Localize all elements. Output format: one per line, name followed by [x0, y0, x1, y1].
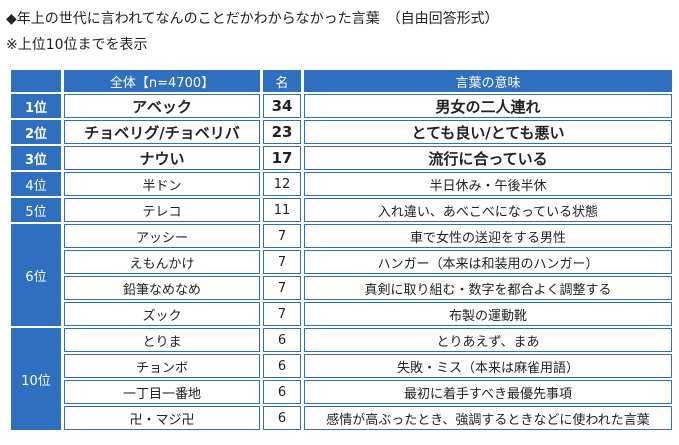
table-row: えもんかけ 7 ハンガー（本来は和装用のハンガー） [11, 250, 672, 274]
meaning-cell: 入れ違い、あべこべになっている状態 [304, 198, 672, 222]
word-cell: ズック [64, 302, 260, 326]
table-body: 1位 アベック 34 男女の二人連れ 2位 チョベリグ/チョベリバ 23 とても良い/とても悪… [11, 94, 672, 430]
rank-cell: 10位 [11, 328, 61, 430]
meaning-cell: とりあえず、まあ [304, 328, 672, 352]
meaning-cell: 感情が高ぶったとき、強調するときなどに使われた言葉 [304, 406, 672, 430]
meaning-cell: 男女の二人連れ [304, 94, 672, 118]
count-cell: 6 [263, 406, 301, 430]
count-cell: 12 [263, 172, 301, 196]
table-row: ズック 7 布製の運動靴 [11, 302, 672, 326]
rank-cell: 4位 [11, 172, 61, 196]
count-cell: 11 [263, 198, 301, 222]
word-cell: テレコ [64, 198, 260, 222]
count-cell: 6 [263, 354, 301, 378]
table-row: 鉛筆なめなめ 7 真剣に取り組む・数字を都合よく調整する [11, 276, 672, 300]
count-cell: 7 [263, 250, 301, 274]
note: ※上位10位までを表示 [6, 37, 148, 53]
word-cell: アベック [64, 94, 260, 118]
count-cell: 17 [263, 146, 301, 170]
rank-cell: 1位 [11, 94, 61, 118]
header-cell: 名 [263, 70, 301, 92]
table-row: 6位 アッシー 7 車で女性の送迎をする男性 [11, 224, 672, 326]
word-cell: ナウい [64, 146, 260, 170]
meaning-cell: 半日休み・午後半休 [304, 172, 672, 196]
count-cell: 6 [263, 328, 301, 352]
header-row: 全体【n=4700】 名 言葉の意味 [11, 70, 672, 92]
word-cell: とりま [64, 328, 260, 352]
meaning-cell: とても良い/とても悪い [304, 120, 672, 144]
header-cell [11, 70, 61, 92]
meaning-cell: 真剣に取り組む・数字を都合よく調整する [304, 276, 672, 300]
table-row: 卍・マジ卍 6 感情が高ぶったとき、強調するときなどに使われた言葉 [11, 406, 672, 430]
count-cell: 23 [263, 120, 301, 144]
table-row: 10位 とりま 6 とりあえず、まあ [11, 328, 672, 430]
table-row: 一丁目一番地 6 最初に着手すべき最優先事項 [11, 380, 672, 404]
word-cell: 一丁目一番地 [64, 380, 260, 404]
count-cell: 6 [263, 380, 301, 404]
table-row: チョンボ 6 失敗・ミス（本来は麻雀用語） [11, 354, 672, 378]
table-row: 5位 テレコ 11 入れ違い、あべこべになっている状態 [11, 198, 672, 222]
rank-cell: 2位 [11, 120, 61, 144]
rank-cell: 6位 [11, 224, 61, 326]
table-row: 4位 半ドン 12 半日休み・午後半休 [11, 172, 672, 196]
word-cell: 鉛筆なめなめ [64, 276, 260, 300]
table-row: 2位 チョベリグ/チョベリバ 23 とても良い/とても悪い [11, 120, 672, 144]
meaning-cell: 車で女性の送迎をする男性 [304, 224, 672, 248]
word-cell: 卍・マジ卍 [64, 406, 260, 430]
word-cell: アッシー [64, 224, 260, 248]
count-cell: 7 [263, 224, 301, 248]
meaning-cell: ハンガー（本来は和装用のハンガー） [304, 250, 672, 274]
count-cell: 34 [263, 94, 301, 118]
word-cell: えもんかけ [64, 250, 260, 274]
table-row: 3位 ナウい 17 流行に合っている [11, 146, 672, 170]
ranking-table: 全体【n=4700】 名 言葉の意味 1位 アベック 34 男女の二人連れ 2位 チョベリ… [8, 68, 675, 432]
count-cell: 7 [263, 276, 301, 300]
word-cell: チョンボ [64, 354, 260, 378]
header-cell: 全体【n=4700】 [64, 70, 260, 92]
meaning-cell: 流行に合っている [304, 146, 672, 170]
meaning-cell: 布製の運動靴 [304, 302, 672, 326]
word-cell: 半ドン [64, 172, 260, 196]
count-cell: 7 [263, 302, 301, 326]
word-cell: チョベリグ/チョベリバ [64, 120, 260, 144]
meaning-cell: 最初に着手すべき最優先事項 [304, 380, 672, 404]
rank-cell: 5位 [11, 198, 61, 222]
meaning-cell: 失敗・ミス（本来は麻雀用語） [304, 354, 672, 378]
title: ◆年上の世代に言われてなんのことだかわからなかった言葉 （自由回答形式） [6, 11, 499, 27]
table-row: 1位 アベック 34 男女の二人連れ [11, 94, 672, 118]
header-cell: 言葉の意味 [304, 70, 672, 92]
rank-cell: 3位 [11, 146, 61, 170]
